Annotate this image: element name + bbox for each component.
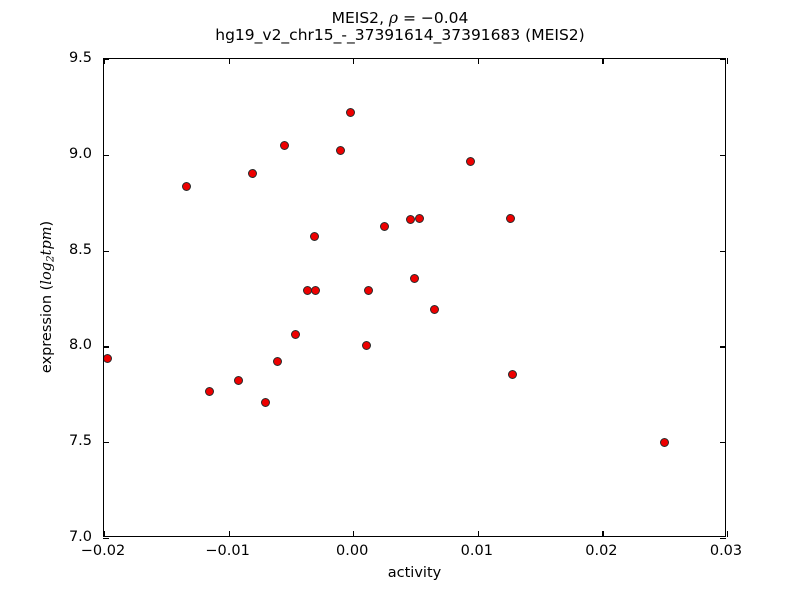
y-axis-tick-right xyxy=(720,538,726,540)
x-axis-tick-label: −0.02 xyxy=(80,543,126,559)
data-point xyxy=(660,437,670,447)
y-axis-tick xyxy=(103,442,109,444)
x-axis-tick-top xyxy=(228,58,230,64)
data-point xyxy=(406,215,416,225)
y-axis-tick-right xyxy=(720,346,726,348)
data-point xyxy=(508,369,518,379)
y-axis-label-suffix: ) xyxy=(39,220,55,227)
data-point xyxy=(379,222,389,232)
data-point xyxy=(291,330,301,340)
y-axis-label-log: log xyxy=(39,262,55,285)
y-axis-tick xyxy=(103,538,109,540)
data-point xyxy=(336,145,346,155)
y-axis-tick-right xyxy=(720,442,726,444)
y-axis-tick-right xyxy=(720,154,726,157)
x-axis-tick-label: −0.01 xyxy=(205,543,250,559)
y-axis-label-unit: tpm xyxy=(39,226,55,256)
x-axis-tick-label: 0.01 xyxy=(460,543,493,559)
title-gene-name: MEIS2 xyxy=(331,9,380,27)
x-axis-tick-label: 0.02 xyxy=(585,543,618,559)
plot-area xyxy=(103,58,729,540)
data-point xyxy=(414,214,424,224)
y-axis-tick-label: 9.0 xyxy=(68,145,92,162)
x-axis-label: activity xyxy=(387,565,442,581)
chart-title: MEIS2, ρ = −0.04 hg19_v2_chr15_-_3739161… xyxy=(0,9,800,45)
y-axis-tick-label: 8.0 xyxy=(68,337,92,354)
y-axis-tick xyxy=(103,250,109,252)
chart-title-line-1: MEIS2, ρ = −0.04 xyxy=(331,9,469,27)
chart-title-line-2: hg19_v2_chr15_-_37391614_37391683 (MEIS2… xyxy=(215,26,585,45)
y-axis-tick xyxy=(103,154,109,157)
data-point xyxy=(280,141,290,151)
data-points-layer xyxy=(104,59,725,536)
x-axis-tick-label: 0.03 xyxy=(709,543,743,559)
data-point xyxy=(104,354,113,364)
x-axis-tick-top xyxy=(477,58,480,64)
data-point xyxy=(465,157,475,166)
x-axis-tick xyxy=(727,531,729,537)
y-axis-tick-label: 8.5 xyxy=(68,241,92,258)
x-axis-tick xyxy=(104,531,106,537)
x-axis-tick xyxy=(228,531,230,537)
data-point xyxy=(247,168,257,178)
y-axis-tick-label: 7.5 xyxy=(68,433,92,450)
x-axis-tick-top xyxy=(727,58,729,64)
y-axis-tick xyxy=(103,59,109,61)
data-point xyxy=(181,181,191,191)
data-point xyxy=(234,376,244,386)
data-point xyxy=(505,213,515,223)
data-point xyxy=(363,286,373,296)
x-axis-tick xyxy=(353,531,355,537)
data-point xyxy=(272,357,282,367)
data-point xyxy=(362,340,372,350)
y-axis-tick-label: 9.5 xyxy=(68,50,92,66)
data-point xyxy=(346,108,356,118)
x-axis-tick-top xyxy=(353,58,355,64)
data-point xyxy=(429,305,439,315)
x-axis-tick xyxy=(477,531,480,537)
rho-symbol: ρ xyxy=(388,9,399,27)
data-point xyxy=(302,286,312,296)
x-axis-tick xyxy=(602,531,604,537)
data-point xyxy=(310,231,320,241)
y-axis-label: expression (log2tpm) xyxy=(39,147,56,447)
x-axis-tick-top xyxy=(602,58,604,64)
data-point xyxy=(205,386,215,396)
data-point xyxy=(409,274,419,284)
y-axis-label-subscript: 2 xyxy=(44,255,57,263)
data-point xyxy=(261,398,271,408)
y-axis-tick-label: 7.0 xyxy=(68,529,92,545)
y-axis-tick-right xyxy=(720,59,726,61)
x-axis-tick-top xyxy=(104,58,106,64)
y-axis-label-prefix: expression ( xyxy=(39,284,55,374)
data-point xyxy=(311,286,321,296)
y-axis-tick-right xyxy=(720,250,726,252)
x-axis-tick-label: 0.00 xyxy=(336,543,369,559)
rho-value: −0.04 xyxy=(420,9,469,27)
y-axis-tick xyxy=(103,346,109,348)
